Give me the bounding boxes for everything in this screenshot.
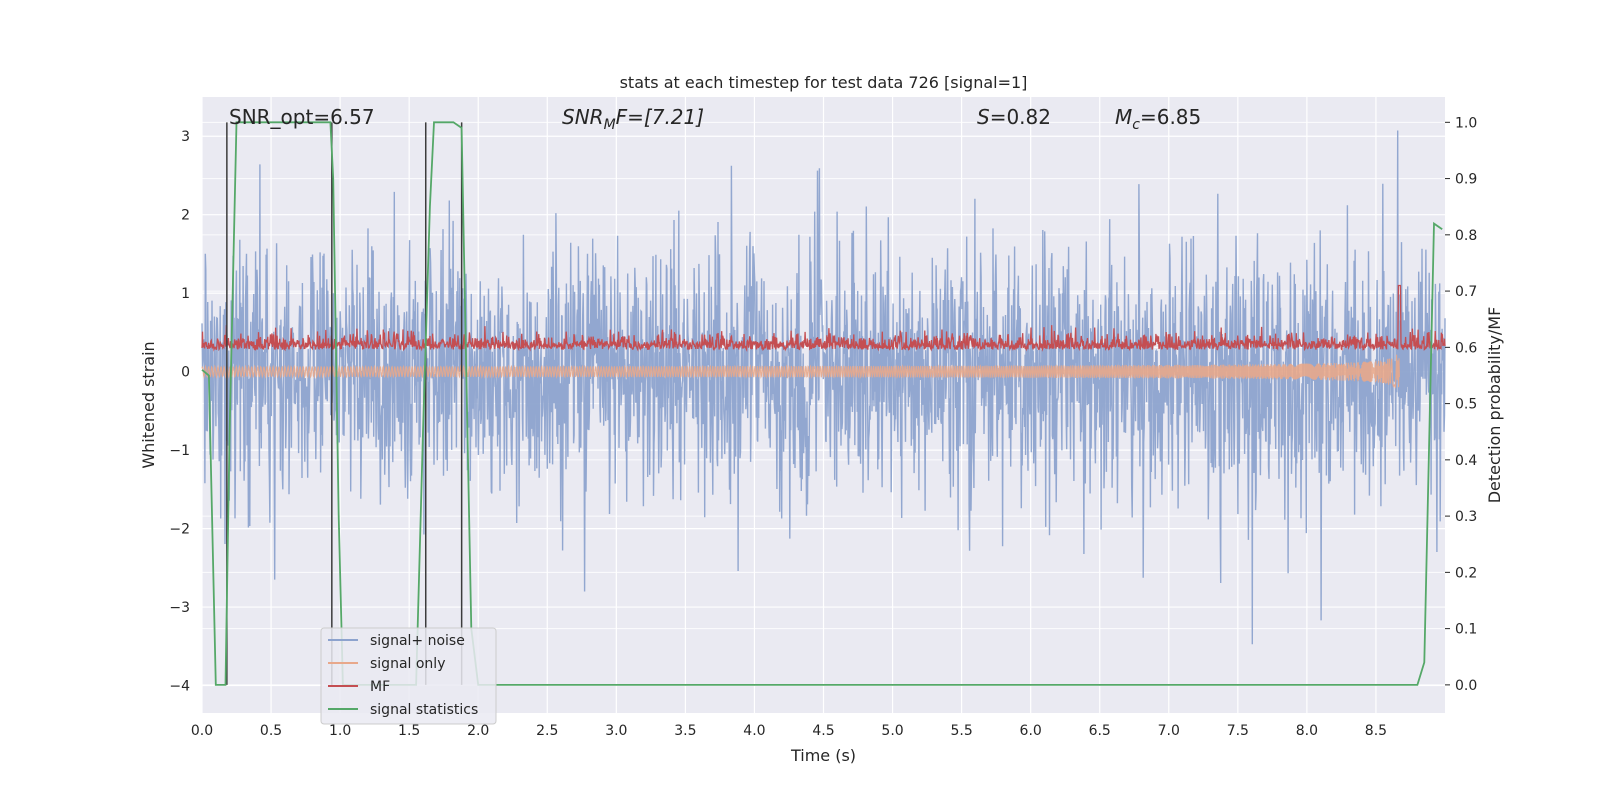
y-left-tick-label: 0 [181,365,190,381]
y-right-tick-label: 0.7 [1455,284,1477,300]
chart-title: stats at each timestep for test data 726… [620,73,1028,92]
x-tick-label: 7.0 [1158,723,1180,739]
x-tick-label: 7.5 [1227,723,1249,739]
y-left-tick-label: −3 [169,600,190,616]
annotation-snr-opt: SNR_opt=6.57 [229,105,375,129]
y-right-tick-label: 0.3 [1455,509,1477,525]
x-tick-label: 4.0 [743,723,765,739]
legend: signal+ noise signal only MF signal statist… [320,627,497,725]
y-right-tick-label: 0.1 [1455,622,1477,638]
x-tick-label: 3.5 [674,723,696,739]
x-tick-label: 8.0 [1296,723,1318,739]
legend-box [320,627,497,725]
y-right-tick-label: 0.8 [1455,228,1477,244]
y-right-tick-label: 0.2 [1455,565,1477,581]
legend-label: signal+ noise [370,633,465,649]
x-tick-label: 5.0 [881,723,903,739]
y-left-tick-label: 3 [181,129,190,145]
annotation-mc: Mc=6.85 [1115,105,1201,133]
y-right-axis-label: Detection probability/MF [1485,307,1504,504]
x-tick-label: 2.0 [467,723,489,739]
x-tick-label: 1.5 [398,723,420,739]
y-right-tick-label: 0.9 [1455,172,1477,188]
annotation-s: S=0.82 [977,105,1051,129]
series-signal-only [201,354,1400,389]
y-left-tick-label: −1 [169,443,190,459]
y-right-tick-label: 0.6 [1455,340,1477,356]
y-right-axis-ticks: 0.0 0.1 0.2 0.3 0.4 0.5 0.6 0.7 0.8 0.9 1.0 [1445,115,1477,694]
x-tick-label: 0.0 [191,723,213,739]
legend-label: signal statistics [370,702,478,718]
series-mf [201,284,1446,352]
y-left-tick-label: −4 [169,679,190,695]
x-tick-label: 2.5 [536,723,558,739]
y-right-tick-label: 0.5 [1455,397,1477,413]
x-tick-label: 0.5 [260,723,282,739]
y-left-axis-label: Whitened strain [139,341,158,468]
x-axis-ticks: 0.0 0.5 1.0 1.5 2.0 2.5 3.0 3.5 4.0 4.5 5.0 5.5 6.0 6… [191,723,1387,739]
legend-label: MF [370,679,390,695]
x-tick-label: 4.5 [812,723,834,739]
annotation-snr-mf: SNRMF=[7.21] [562,105,704,133]
y-right-tick-label: 0.0 [1455,678,1477,694]
y-left-tick-label: −2 [169,522,190,538]
y-left-tick-label: 1 [181,286,190,302]
x-tick-label: 6.0 [1020,723,1042,739]
x-tick-label: 3.0 [605,723,627,739]
plot-area: 0.0 0.5 1.0 1.5 2.0 2.5 3.0 3.5 4.0 4.5 5.0 5.5 6.0 6… [139,73,1504,765]
y-left-tick-label: 2 [181,208,190,224]
legend-label: signal only [370,656,445,672]
x-axis-label: Time (s) [790,746,856,765]
y-right-tick-label: 0.4 [1455,453,1477,469]
y-left-axis-ticks: −4 −3 −2 −1 0 1 2 3 [169,129,190,694]
x-tick-label: 1.0 [329,723,351,739]
x-tick-label: 5.5 [950,723,972,739]
y-right-tick-label: 1.0 [1455,115,1477,131]
x-tick-label: 6.5 [1089,723,1111,739]
x-tick-label: 8.5 [1365,723,1387,739]
